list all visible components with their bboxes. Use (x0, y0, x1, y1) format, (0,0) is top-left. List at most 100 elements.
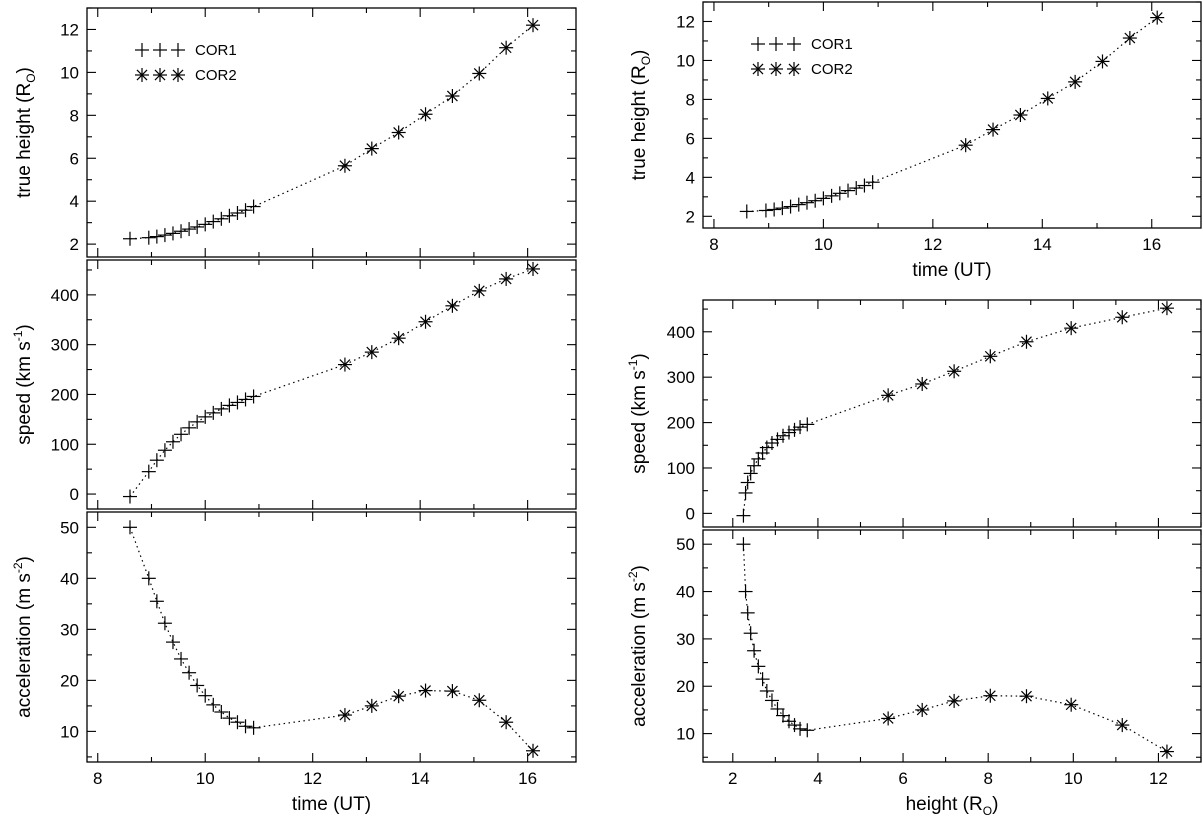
legend-entry-cor2: COR2 (751, 61, 853, 78)
cor2-data-point (418, 107, 433, 122)
legend-entry-cor2: COR2 (135, 67, 237, 84)
cor1-data-point (122, 489, 137, 504)
y-tick-label: 8 (70, 106, 79, 125)
panel-lm: 0 100 200 300 400 speed (km s-1) (11, 259, 577, 510)
series-connecting-line (129, 527, 534, 752)
y-tick-label: 200 (51, 385, 79, 404)
cor1-data-point (182, 222, 197, 237)
y-tick-label: 50 (676, 535, 695, 554)
cor2-data-point (418, 314, 433, 329)
cor2-data-point (445, 684, 460, 699)
cor2-data-point (337, 708, 352, 723)
cor1-data-point (190, 414, 205, 429)
cor2-data-point (915, 702, 930, 717)
y-tick-label: 0 (70, 485, 79, 504)
cor1-data-point (230, 395, 245, 410)
cor1-data-point (222, 208, 237, 223)
x-tick-label: 12 (923, 235, 942, 254)
cor1-data-point (758, 203, 773, 218)
cor2-data-point (881, 388, 896, 403)
cor1-data-point (157, 443, 172, 458)
cor1-data-point (743, 626, 758, 641)
cor1-data-point (781, 425, 796, 440)
y-tick-label: 10 (676, 51, 695, 70)
plot-frame (86, 7, 577, 258)
plot-frame (702, 529, 1202, 763)
y-tick-label: 6 (686, 129, 695, 148)
y-tick-label: 10 (60, 722, 79, 741)
cor1-data-point (783, 199, 798, 214)
cor1-data-point (222, 398, 237, 413)
cor2-data-point (418, 683, 433, 698)
cor2-data-point (1159, 744, 1174, 759)
cor1-data-point (238, 203, 253, 218)
cor1-data-point (736, 537, 751, 552)
cor1-data-point (740, 475, 755, 490)
y-axis-label: acceleration (m s-2) (11, 556, 35, 718)
cor1-data-point (238, 392, 253, 407)
cor1-data-point (738, 584, 753, 599)
cor1-data-point (214, 401, 229, 416)
legend-star-symbol (171, 68, 185, 82)
x-tick-label: 16 (518, 769, 537, 788)
plot-frame (702, 299, 1202, 528)
y-tick-label: 40 (60, 569, 79, 588)
cor2-data-point (499, 715, 514, 730)
cor1-data-point (800, 723, 815, 738)
y-tick-label: 50 (60, 518, 79, 537)
cor1-data-point (246, 199, 261, 214)
y-tick-label: 300 (667, 368, 695, 387)
cor1-data-point (246, 389, 261, 404)
x-axis-label: time (UT) (292, 794, 371, 815)
cor1-data-point (799, 195, 814, 210)
cor1-data-point (800, 417, 815, 432)
cor2-data-point (391, 331, 406, 346)
cor1-data-point (743, 466, 758, 481)
y-tick-label: 2 (70, 235, 79, 254)
cor1-data-point (165, 226, 180, 241)
y-axis-label: acceleration (m s-2) (626, 565, 650, 727)
legend-plus-symbol (769, 37, 783, 51)
cor2-data-point (391, 125, 406, 140)
cor2-data-point (364, 141, 379, 156)
cor2-data-point (526, 743, 541, 758)
cor2-data-point (337, 357, 352, 372)
y-tick-label: 300 (51, 336, 79, 355)
cor2-data-point (947, 364, 962, 379)
cor1-data-point (759, 683, 774, 698)
y-tick-label: 30 (60, 620, 79, 639)
cor1-data-point (206, 697, 221, 712)
cor1-data-point (775, 201, 790, 216)
y-tick-label: 400 (51, 286, 79, 305)
cor1-data-point (238, 719, 253, 734)
cor1-data-point (747, 643, 762, 658)
cor1-data-point (787, 718, 802, 733)
cor2-data-point (986, 122, 1001, 137)
cor1-data-point (149, 229, 164, 244)
legend-label: COR1 (195, 42, 237, 59)
y-tick-label: 12 (676, 12, 695, 31)
cor1-data-point (740, 605, 755, 620)
x-axis-label: height (RO) (906, 794, 999, 818)
cor1-data-point (747, 458, 762, 473)
cor2-data-point (1040, 91, 1055, 106)
cor1-data-point (198, 688, 213, 703)
cor2-data-point (1150, 10, 1165, 25)
series-connecting-line (129, 268, 534, 497)
y-tick-label: 100 (51, 435, 79, 454)
legend-label: COR2 (195, 67, 237, 84)
cor1-data-point (157, 616, 172, 631)
cor1-data-point (764, 436, 779, 451)
legend-star-symbol (769, 62, 783, 76)
x-tick-label: 14 (411, 769, 430, 788)
x-tick-label: 8 (93, 769, 102, 788)
cor2-data-point (1064, 697, 1079, 712)
x-tick-label: 14 (1033, 235, 1052, 254)
cor1-data-point (206, 214, 221, 229)
cor2-data-point (364, 345, 379, 360)
cor1-data-point (849, 181, 864, 196)
cor2-data-point (1013, 108, 1028, 122)
cor2-data-point (1159, 301, 1174, 316)
x-tick-label: 12 (303, 769, 322, 788)
cor1-data-point (214, 211, 229, 226)
